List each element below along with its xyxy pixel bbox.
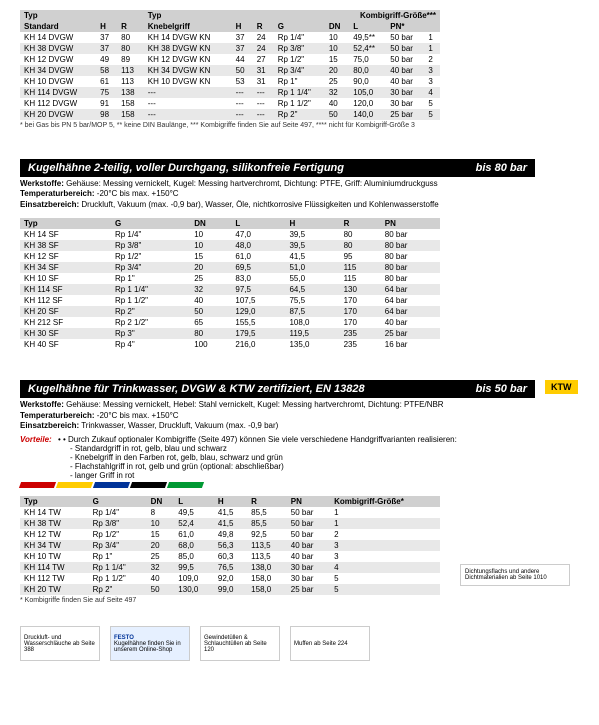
sidebox-dichtung: Dichtungsflachs und andere Dichtmaterial… <box>460 564 570 586</box>
table-row: KH 114 TWRp 1 1/4"3299,576,5138,030 bar4 <box>20 562 440 573</box>
table-row: KH 114 SFRp 1 1/4"3297,564,513064 bar <box>20 284 440 295</box>
table-row: KH 34 SFRp 3/4"2069,551,011580 bar <box>20 262 440 273</box>
swatch-yellow <box>56 482 93 488</box>
swatch-black <box>130 482 167 488</box>
footer-box-4: Muffen ab Seite 224 <box>290 626 370 661</box>
table-row: KH 12 DVGW4989KH 12 DVGW KN4427Rp 1/2"15… <box>20 54 440 65</box>
footer-box-1: Druckluft- und Wasserschläuche ab Seite … <box>20 626 100 661</box>
swatch-red <box>19 482 56 488</box>
table-row: KH 12 SFRp 1/2"1561,041,59580 bar <box>20 251 440 262</box>
table-row: KH 112 TWRp 1 1/2"40109,092,0158,030 bar… <box>20 573 440 584</box>
table-row: KH 40 SFRp 4"100216,0135,023516 bar <box>20 339 440 350</box>
table-row: KH 112 SFRp 1 1/2"40107,575,517064 bar <box>20 295 440 306</box>
section-header-3: Kugelhähne für Trinkwasser, DVGW & KTW z… <box>20 380 535 398</box>
footnote-1: * bei Gas bis PN 5 bar/MOP 5, ** keine D… <box>20 122 579 129</box>
table-tw: TypGDNLHRPNKombigriff-Größe* KH 14 TWRp … <box>20 496 440 595</box>
table-row: KH 38 TWRp 3/8"1052,441,585,550 bar1 <box>20 518 440 529</box>
table-sf: TypGDNLHRPN KH 14 SFRp 1/4"1047,039,5808… <box>20 218 440 350</box>
table-row: KH 34 DVGW58113KH 34 DVGW KN5031Rp 3/4"2… <box>20 65 440 76</box>
table-row: KH 38 DVGW3780KH 38 DVGW KN3724Rp 3/8"10… <box>20 43 440 54</box>
table-row: KH 10 SFRp 1"2583,055,011580 bar <box>20 273 440 284</box>
vorteile-item: Flachstahlgriff in rot, gelb und grün (o… <box>70 462 579 471</box>
footer-box-3: Gewindetüllen & Schlauchtüllen ab Seite … <box>200 626 280 661</box>
vorteile-item: langer Griff in rot <box>70 471 579 480</box>
table-row: KH 10 TWRp 1"2585,060,3113,540 bar3 <box>20 551 440 562</box>
table-row: KH 20 TWRp 2"50130,099,0158,025 bar5 <box>20 584 440 595</box>
section-header-2: Kugelhähne 2-teilig, voller Durchgang, s… <box>20 159 535 177</box>
swatch-green <box>167 482 204 488</box>
specs-3: Werkstoffe: Gehäuse: Messing vernickelt,… <box>20 400 535 431</box>
th-typ: Typ <box>20 10 96 21</box>
vorteile-item: Knebelgriff in den Farben rot, gelb, bla… <box>70 453 579 462</box>
table-row: KH 114 DVGW75138---------Rp 1 1/4"32105,… <box>20 87 440 98</box>
table-row: KH 30 SFRp 3"80179,5119,523525 bar <box>20 328 440 339</box>
table-row: KH 12 TWRp 1/2"1561,049,892,550 bar2 <box>20 529 440 540</box>
table-row: KH 20 SFRp 2"50129,087,517064 bar <box>20 306 440 317</box>
footer-box-2: FESTOKugelhähne finden Sie in unserem On… <box>110 626 190 661</box>
table-dvgw: Typ Typ Kombigriff-Größe*** Standard H R… <box>20 10 440 120</box>
color-swatches <box>20 482 579 488</box>
vorteile-item: Standardgriff in rot, gelb, blau und sch… <box>70 444 579 453</box>
ktw-badge: KTW <box>545 380 578 394</box>
vorteile-block: Vorteile: • Durch Zukauf optionaler Komb… <box>20 435 579 480</box>
footnote-3: * Kombigriffe finden Sie auf Seite 497 <box>20 597 579 604</box>
table-row: KH 14 DVGW3780KH 14 DVGW KN3724Rp 1/4"10… <box>20 32 440 43</box>
table-row: KH 10 DVGW61113KH 10 DVGW KN5331Rp 1"259… <box>20 76 440 87</box>
table-row: KH 14 TWRp 1/4"849,541,585,550 bar1 <box>20 507 440 518</box>
footer-nav: Druckluft- und Wasserschläuche ab Seite … <box>20 626 579 661</box>
table-row: KH 14 SFRp 1/4"1047,039,58080 bar <box>20 229 440 240</box>
table-row: KH 20 DVGW98158---------Rp 2"50140,025 b… <box>20 109 440 120</box>
th-typ2: Typ <box>144 10 232 21</box>
table-row: KH 34 TWRp 3/4"2068,056,3113,540 bar3 <box>20 540 440 551</box>
table-row: KH 112 DVGW91158---------Rp 1 1/2"40120,… <box>20 98 440 109</box>
table-row: KH 212 SFRp 2 1/2"65155,5108,017040 bar <box>20 317 440 328</box>
table-row: KH 38 SFRp 3/8"1048,039,58080 bar <box>20 240 440 251</box>
specs-2: Werkstoffe: Gehäuse: Messing vernickelt,… <box>20 179 535 210</box>
swatch-blue <box>93 482 130 488</box>
